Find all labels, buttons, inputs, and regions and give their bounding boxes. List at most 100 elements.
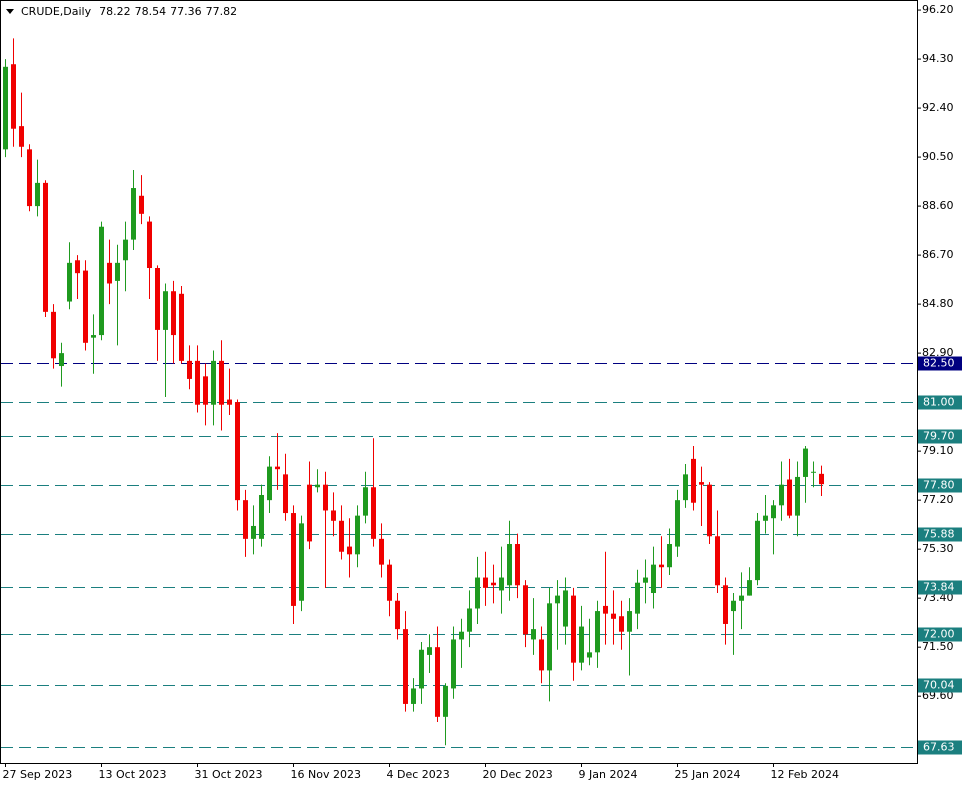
candle-body <box>419 649 424 689</box>
candle-body <box>91 335 96 338</box>
candle-body <box>403 629 408 704</box>
candle-body <box>667 544 672 568</box>
candle-body <box>627 611 632 632</box>
level-label: 70.04 <box>923 679 955 692</box>
y-tick-label: 77.20 <box>922 493 954 506</box>
x-tick-label: 27 Sep 2023 <box>3 768 73 781</box>
level-label: 73.84 <box>923 581 955 594</box>
candle-body <box>259 494 264 539</box>
level-label: 79.70 <box>923 430 955 443</box>
level-label-box <box>918 627 962 642</box>
candle-body <box>387 564 392 601</box>
candle-body <box>155 268 160 330</box>
candle-body <box>731 600 736 612</box>
candle-body <box>739 595 744 601</box>
level-label: 77.80 <box>923 479 955 492</box>
x-tick-label: 20 Dec 2023 <box>483 768 553 781</box>
candle-body <box>99 226 104 336</box>
candle-body <box>475 577 480 609</box>
candle-body <box>691 458 696 503</box>
candle-body <box>643 577 648 583</box>
level-label: 81.00 <box>923 396 955 409</box>
candle-body <box>3 66 8 150</box>
candle-body <box>219 360 224 405</box>
candle-body <box>483 577 488 588</box>
candle-body <box>211 360 216 405</box>
candle-body <box>131 188 136 240</box>
candle-body <box>747 580 752 596</box>
candle-body <box>467 608 472 632</box>
candle-body <box>323 484 328 511</box>
candle-body <box>803 448 808 477</box>
level-label: 67.63 <box>923 741 955 754</box>
level-label-box <box>918 395 962 410</box>
candle-body <box>595 611 600 653</box>
candle-body <box>59 353 64 367</box>
candle-body <box>179 293 184 361</box>
candle-body <box>411 688 416 704</box>
candle-body <box>523 585 528 635</box>
level-label-box <box>918 580 962 595</box>
candle-body <box>635 582 640 614</box>
candle-body <box>299 523 304 601</box>
candle-body <box>355 515 360 555</box>
level-label: 75.88 <box>923 528 955 541</box>
candle-body <box>67 262 72 302</box>
candle-body <box>771 505 776 519</box>
candle-body <box>43 182 48 312</box>
candle-body <box>787 479 792 516</box>
candle-body <box>531 629 536 640</box>
y-tick-label: 71.50 <box>922 640 954 653</box>
level-label-box <box>918 356 962 371</box>
candle-body <box>147 221 152 269</box>
x-tick-label: 9 Jan 2024 <box>579 768 638 781</box>
candle-body <box>459 631 464 640</box>
y-tick-label: 90.50 <box>922 150 954 163</box>
candle-body <box>11 64 16 129</box>
candle-body <box>539 639 544 671</box>
candle-body <box>307 484 312 542</box>
candle-body <box>683 474 688 501</box>
x-tick-label: 25 Jan 2024 <box>675 768 741 781</box>
candle-body <box>379 538 384 565</box>
y-tick-label: 75.30 <box>922 542 954 555</box>
candle-body <box>115 262 120 281</box>
candle-body <box>51 311 56 359</box>
candle-body <box>267 466 272 501</box>
candle-body <box>619 616 624 632</box>
candle-body <box>715 536 720 586</box>
y-tick-label: 84.80 <box>922 297 954 310</box>
candle-body <box>451 639 456 689</box>
level-label-box <box>918 527 962 542</box>
candle-body <box>587 652 592 658</box>
candle-body <box>291 513 296 606</box>
candle-body <box>499 577 504 591</box>
candle-body <box>659 564 664 568</box>
candle-body <box>675 500 680 547</box>
candle-body <box>795 476 800 516</box>
candle-body <box>507 544 512 586</box>
high-value: 78.54 <box>135 5 167 18</box>
level-label-box <box>918 429 962 444</box>
candle-body <box>283 474 288 514</box>
candle-body <box>707 484 712 537</box>
candle-body <box>491 582 496 586</box>
open-value: 78.22 <box>99 5 131 18</box>
candle-body <box>515 544 520 586</box>
candle-body <box>139 195 144 214</box>
candle-body <box>107 262 112 284</box>
y-tick-label: 86.70 <box>922 248 954 261</box>
candle-body <box>203 376 208 405</box>
candle-body <box>339 520 344 552</box>
candle-body <box>75 260 80 274</box>
candle-body <box>603 605 608 614</box>
candle-body <box>395 600 400 630</box>
candle-body <box>779 484 784 506</box>
x-tick-label: 16 Nov 2023 <box>291 768 361 781</box>
level-label-box <box>918 478 962 493</box>
candle-body <box>195 360 200 405</box>
candle-body <box>227 399 232 405</box>
plot-frame <box>0 0 918 764</box>
y-tick-label: 88.60 <box>922 199 954 212</box>
menu-arrow[interactable] <box>6 9 14 14</box>
